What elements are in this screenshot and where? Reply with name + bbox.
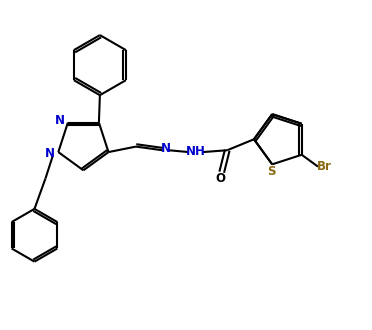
- Text: O: O: [215, 172, 225, 185]
- Text: S: S: [267, 165, 276, 178]
- Text: Br: Br: [317, 160, 332, 173]
- Text: N: N: [55, 114, 65, 127]
- Text: N: N: [45, 148, 55, 160]
- Text: N: N: [161, 142, 171, 155]
- Text: NH: NH: [186, 145, 206, 158]
